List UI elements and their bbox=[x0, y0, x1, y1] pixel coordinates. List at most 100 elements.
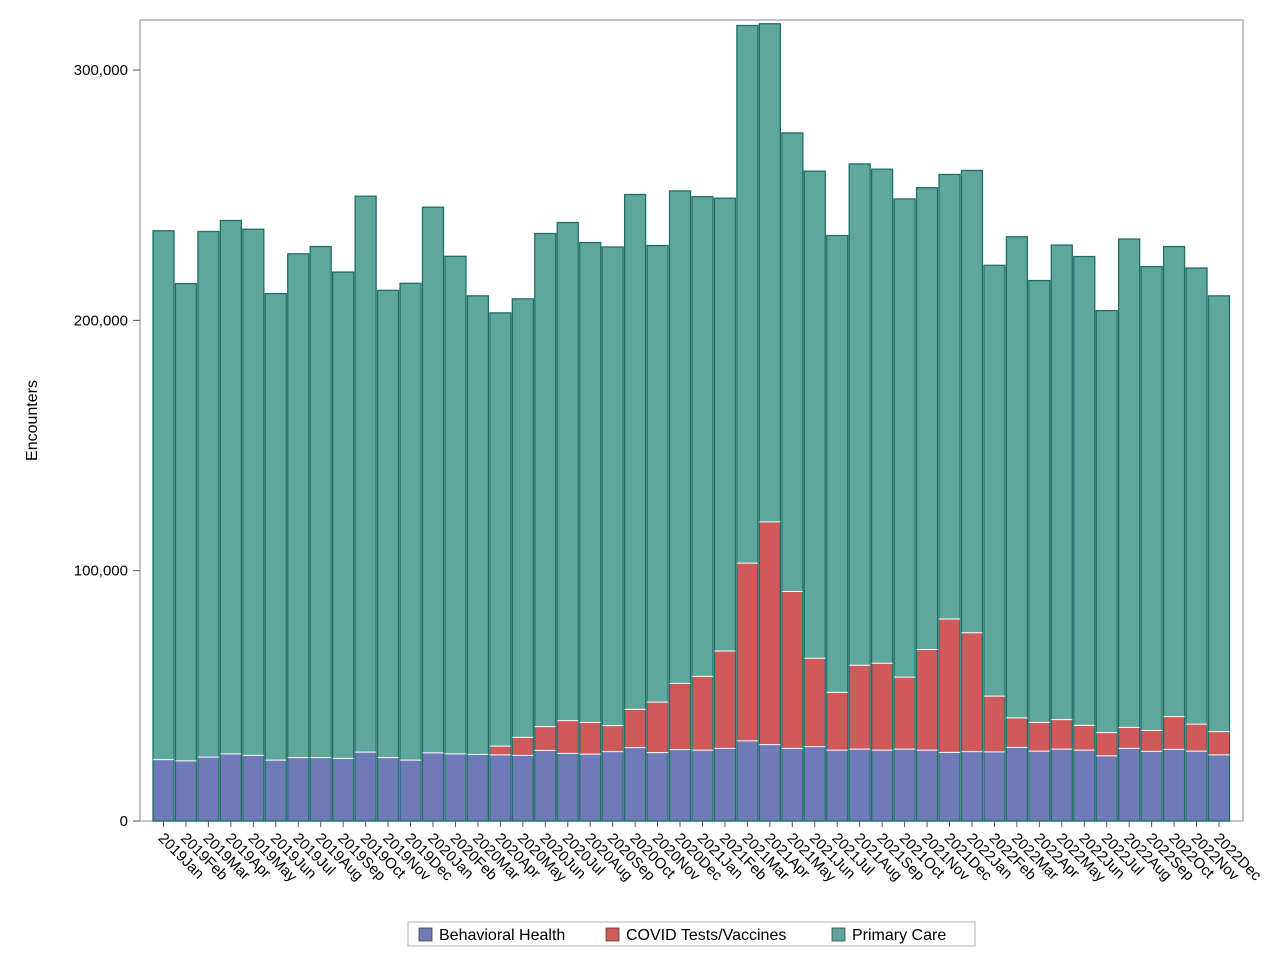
bar-stack bbox=[1005, 236, 1029, 822]
bar-behavioral-health bbox=[444, 753, 466, 821]
bar-behavioral-health bbox=[287, 757, 309, 821]
bar-covid-tests-vaccines bbox=[602, 725, 624, 752]
bar-stack bbox=[376, 289, 400, 822]
bar-stack bbox=[219, 219, 243, 822]
bar-behavioral-health bbox=[894, 749, 916, 821]
bar-behavioral-health bbox=[961, 751, 983, 821]
bar-primary-care bbox=[736, 25, 758, 564]
bar-behavioral-health bbox=[310, 757, 332, 821]
bar-behavioral-health bbox=[1208, 754, 1230, 821]
bar-behavioral-health bbox=[916, 750, 938, 821]
bar-primary-care bbox=[1141, 266, 1163, 731]
bar-covid-tests-vaccines bbox=[1073, 725, 1095, 751]
y-tick-label: 100,000 bbox=[74, 563, 128, 580]
bar-stack bbox=[1095, 309, 1118, 822]
legend: Behavioral Health COVID Tests/Vaccines Pri… bbox=[407, 921, 976, 947]
bar-primary-care bbox=[1163, 246, 1185, 717]
bar-covid-tests-vaccines bbox=[669, 683, 691, 750]
bar-primary-care bbox=[669, 190, 691, 684]
bar-primary-care bbox=[242, 229, 264, 756]
bar-behavioral-health bbox=[736, 740, 758, 821]
bar-primary-care bbox=[422, 207, 444, 753]
bar-stack bbox=[870, 168, 894, 822]
bar-stack bbox=[264, 292, 287, 822]
bar-stack bbox=[534, 232, 557, 822]
bar-primary-care bbox=[1006, 236, 1028, 718]
bars-layer bbox=[152, 23, 1231, 822]
bar-primary-care bbox=[1186, 268, 1208, 725]
bar-covid-tests-vaccines bbox=[849, 665, 871, 750]
bar-behavioral-health bbox=[1006, 747, 1028, 821]
bar-covid-tests-vaccines bbox=[1186, 724, 1208, 752]
legend-swatch-primary-care bbox=[831, 927, 846, 942]
bar-behavioral-health bbox=[669, 749, 691, 821]
bar-covid-tests-vaccines bbox=[983, 696, 1005, 752]
bar-stack bbox=[1162, 245, 1186, 822]
bar-covid-tests-vaccines bbox=[804, 658, 826, 747]
bar-behavioral-health bbox=[691, 750, 713, 821]
bar-covid-tests-vaccines bbox=[1141, 730, 1163, 752]
bar-covid-tests-vaccines bbox=[759, 521, 781, 745]
bar-stack bbox=[601, 246, 624, 822]
bar-behavioral-health bbox=[826, 750, 848, 821]
bar-stack bbox=[781, 132, 804, 822]
bar-behavioral-health bbox=[534, 750, 556, 821]
bar-primary-care bbox=[444, 256, 466, 754]
bar-behavioral-health bbox=[759, 744, 781, 821]
bar-behavioral-health bbox=[1096, 755, 1118, 821]
bar-covid-tests-vaccines bbox=[534, 726, 556, 751]
bar-stack bbox=[826, 234, 849, 822]
bar-behavioral-health bbox=[512, 755, 534, 821]
bar-covid-tests-vaccines bbox=[961, 632, 983, 752]
bar-primary-care bbox=[512, 298, 534, 738]
bar-stack bbox=[1028, 279, 1051, 822]
bar-stack bbox=[511, 298, 534, 822]
bar-behavioral-health bbox=[377, 757, 399, 821]
bar-stack bbox=[489, 312, 512, 822]
bar-behavioral-health bbox=[939, 752, 961, 821]
bar-covid-tests-vaccines bbox=[781, 591, 803, 749]
bar-primary-care bbox=[377, 290, 399, 758]
bar-primary-care bbox=[220, 220, 242, 754]
bar-primary-care bbox=[1051, 245, 1073, 720]
legend-swatch-covid-tests-vaccines bbox=[605, 927, 620, 942]
bar-stack bbox=[152, 230, 175, 822]
bar-covid-tests-vaccines bbox=[579, 722, 601, 755]
bar-behavioral-health bbox=[849, 749, 871, 821]
bar-behavioral-health bbox=[579, 754, 601, 821]
bar-primary-care bbox=[871, 169, 893, 664]
bar-primary-care bbox=[939, 174, 961, 619]
bar-covid-tests-vaccines bbox=[1208, 731, 1230, 755]
bar-stack bbox=[848, 163, 871, 822]
bar-covid-tests-vaccines bbox=[1051, 719, 1073, 750]
bar-primary-care bbox=[849, 163, 871, 666]
bar-primary-care bbox=[1096, 310, 1118, 733]
bar-behavioral-health bbox=[1141, 751, 1163, 821]
bar-stack bbox=[579, 241, 602, 822]
bar-primary-care bbox=[467, 295, 489, 755]
bar-primary-care bbox=[579, 242, 601, 723]
bar-primary-care bbox=[489, 312, 511, 747]
bar-stack bbox=[309, 245, 332, 822]
bar-primary-care bbox=[759, 23, 781, 522]
bar-covid-tests-vaccines bbox=[512, 737, 534, 756]
bar-behavioral-health bbox=[624, 747, 646, 821]
bar-primary-care bbox=[1208, 295, 1230, 732]
y-tick-label: 200,000 bbox=[74, 312, 128, 329]
bar-primary-care bbox=[691, 196, 713, 677]
bar-stack bbox=[646, 244, 669, 822]
bar-covid-tests-vaccines bbox=[489, 746, 511, 755]
bar-stack bbox=[915, 187, 939, 822]
bar-behavioral-health bbox=[602, 751, 624, 821]
y-tick-label: 300,000 bbox=[74, 62, 128, 79]
bar-primary-care bbox=[197, 231, 219, 758]
bar-covid-tests-vaccines bbox=[916, 649, 938, 751]
bar-behavioral-health bbox=[1163, 749, 1185, 821]
bar-covid-tests-vaccines bbox=[557, 720, 579, 754]
bar-covid-tests-vaccines bbox=[736, 563, 758, 741]
bar-stack bbox=[421, 206, 445, 822]
bar-covid-tests-vaccines bbox=[894, 677, 916, 750]
bar-primary-care bbox=[961, 170, 983, 633]
bar-covid-tests-vaccines bbox=[1163, 716, 1185, 750]
bar-behavioral-health bbox=[197, 757, 219, 821]
